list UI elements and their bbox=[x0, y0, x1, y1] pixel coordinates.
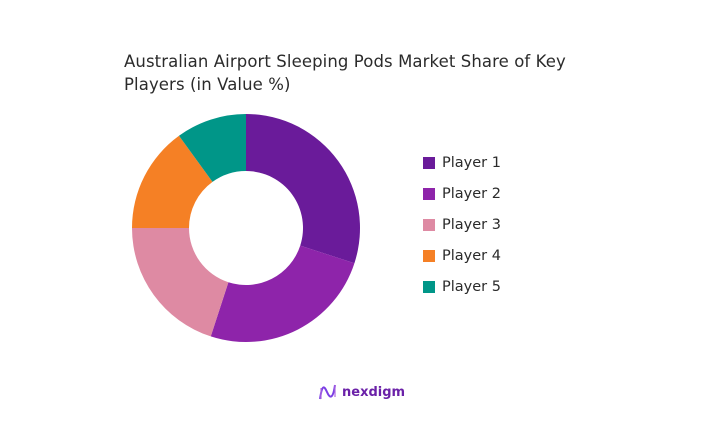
legend-swatch bbox=[423, 218, 435, 231]
donut-slice bbox=[178, 114, 246, 182]
legend-label: Player 1 bbox=[442, 154, 501, 171]
legend-item: Player 1 bbox=[423, 147, 501, 178]
legend-label: Player 4 bbox=[442, 247, 501, 264]
chart-title: Australian Airport Sleeping Pods Market … bbox=[124, 52, 566, 94]
legend: Player 1 Player 2 Player 3 Player 4 Play… bbox=[423, 147, 501, 302]
legend-item: Player 5 bbox=[423, 271, 501, 302]
legend-swatch bbox=[423, 249, 435, 262]
brand-name: nexdigm bbox=[342, 384, 406, 400]
legend-label: Player 3 bbox=[442, 216, 501, 233]
legend-item: Player 2 bbox=[423, 178, 501, 209]
legend-item: Player 3 bbox=[423, 209, 501, 240]
donut-slice bbox=[132, 135, 213, 228]
donut-slice bbox=[132, 228, 229, 337]
donut-slice bbox=[246, 114, 360, 264]
legend-item: Player 4 bbox=[423, 240, 501, 271]
legend-label: Player 2 bbox=[442, 185, 501, 202]
legend-swatch bbox=[423, 156, 435, 169]
brand-logo: nexdigm bbox=[318, 383, 405, 401]
donut-chart bbox=[132, 114, 360, 342]
legend-swatch bbox=[423, 280, 435, 293]
legend-label: Player 5 bbox=[442, 278, 501, 295]
legend-swatch bbox=[423, 187, 435, 200]
donut-slice bbox=[210, 245, 355, 342]
nexdigm-logo-icon bbox=[319, 384, 336, 400]
